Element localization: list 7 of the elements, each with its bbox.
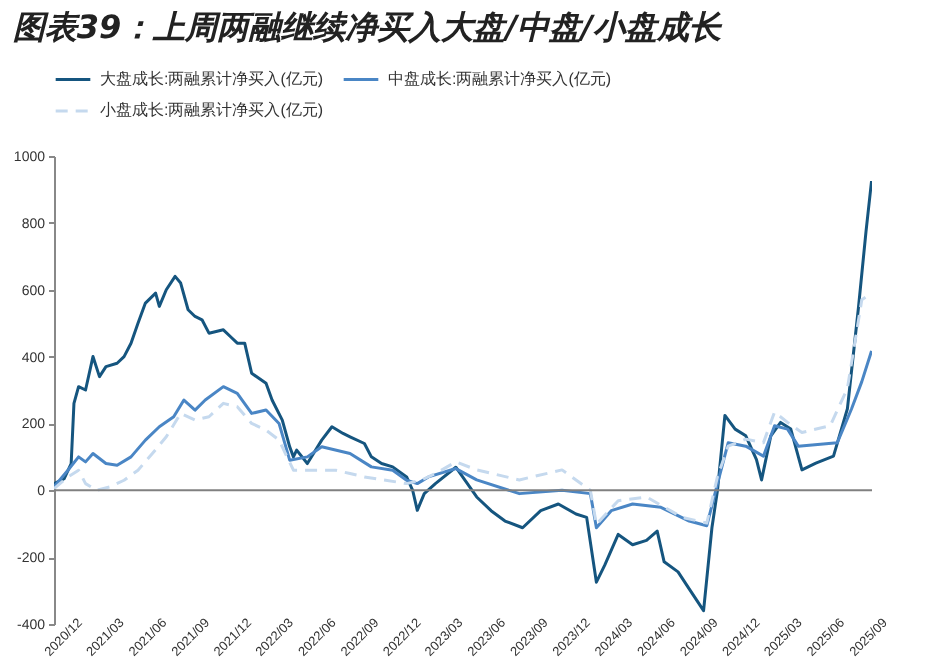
legend-label: 大盘成长:两融累计净买入(亿元) <box>100 69 324 88</box>
chart-title: 图表39：上周两融继续净买入大盘/中盘/小盘成长 <box>12 8 723 46</box>
line-series <box>54 179 872 613</box>
line-series <box>54 349 872 530</box>
legend-label: 中盘成长:两融累计净买入(亿元) <box>388 69 612 88</box>
legend-label: 小盘成长:两融累计净买入(亿元) <box>100 101 324 119</box>
line-series <box>54 291 872 526</box>
